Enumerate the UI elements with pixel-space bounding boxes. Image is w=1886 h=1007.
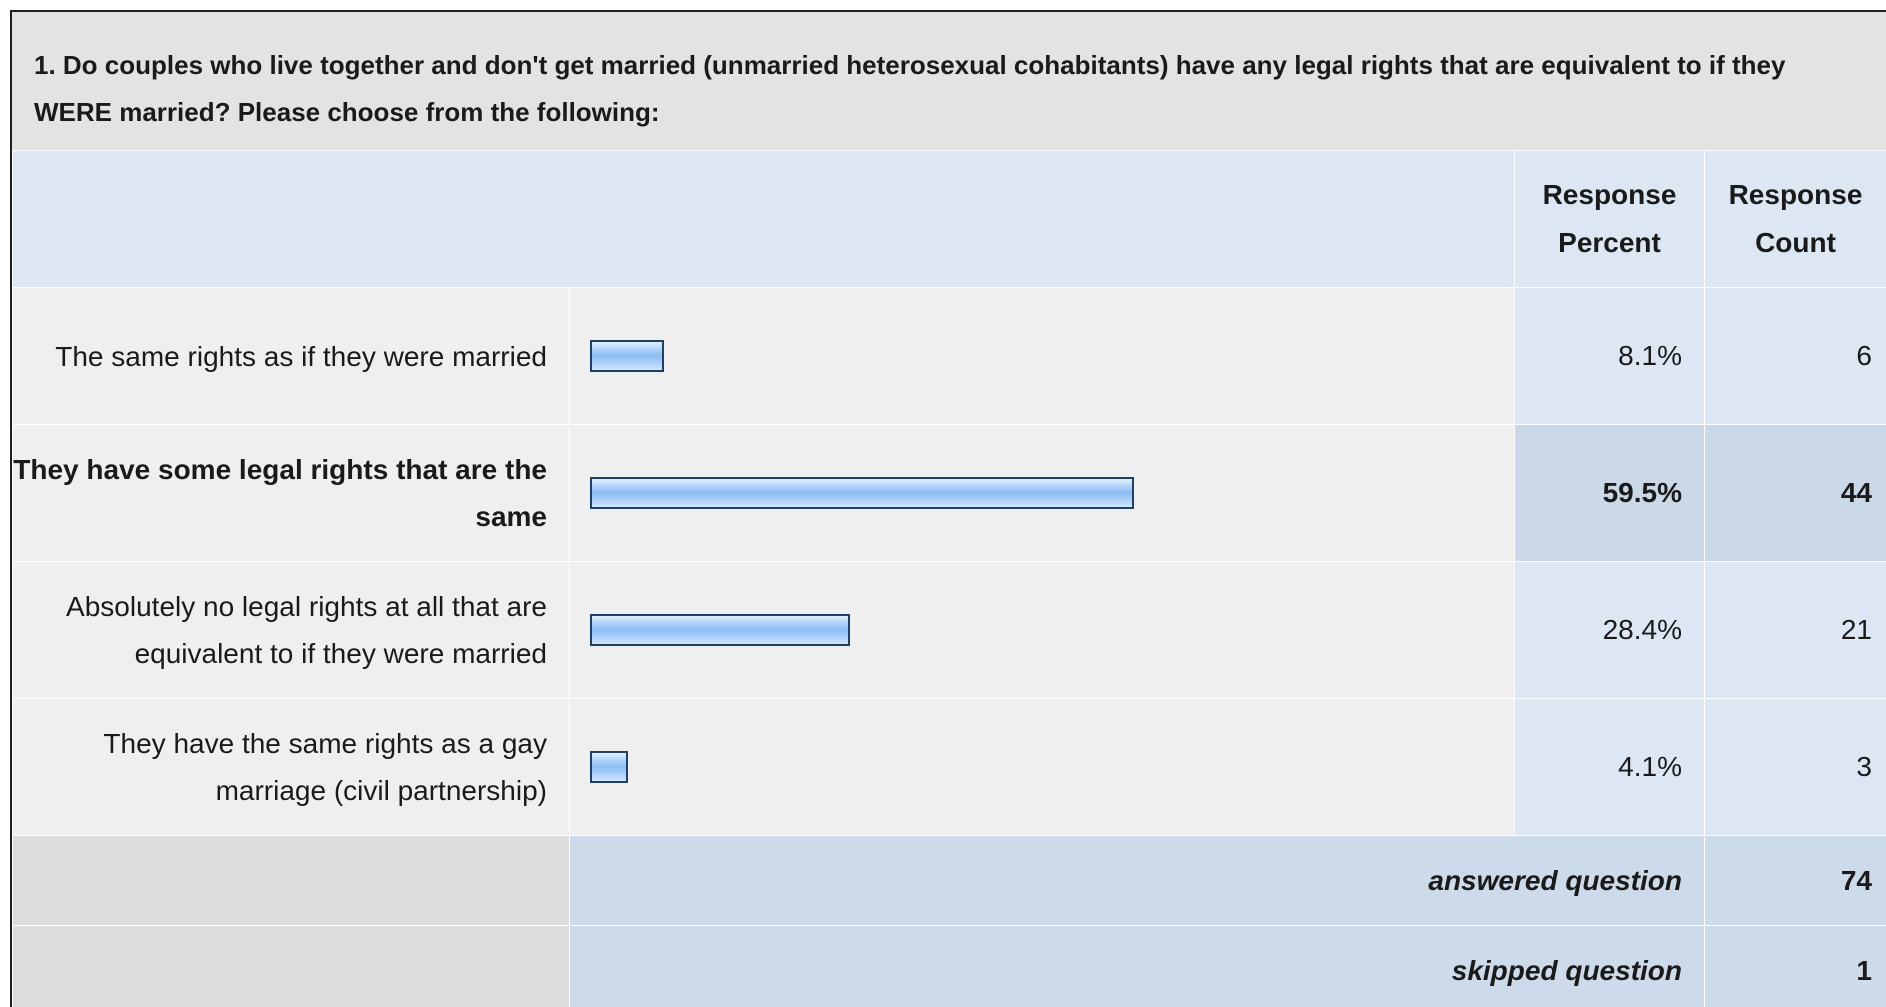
percent-bar xyxy=(590,477,1134,509)
answer-row-civil-partnership: They have the same rights as a gay marri… xyxy=(12,698,1886,836)
answer-row-some-rights: They have some legal rights that are the… xyxy=(12,424,1886,562)
skipped-question-value: 1 xyxy=(1704,925,1886,1007)
answered-question-row: answered question 74 xyxy=(12,835,1886,926)
answer-label: They have some legal rights that are the… xyxy=(12,424,570,562)
answer-row-same-rights: The same rights as if they were married … xyxy=(12,287,1886,425)
answer-label: The same rights as if they were married xyxy=(12,287,570,425)
skipped-question-label: skipped question xyxy=(569,925,1705,1007)
percent-bar xyxy=(590,340,664,372)
answered-question-value: 74 xyxy=(1704,835,1886,926)
response-count-value: 6 xyxy=(1704,287,1886,425)
percent-bar xyxy=(590,751,628,783)
results-table: Response Percent Response Count The same… xyxy=(12,150,1886,1007)
response-count-header: Response Count xyxy=(1704,150,1886,288)
results-header-row: Response Percent Response Count xyxy=(12,150,1886,288)
answer-row-no-rights: Absolutely no legal rights at all that a… xyxy=(12,561,1886,699)
answer-bar-cell xyxy=(569,424,1515,562)
response-percent-value: 8.1% xyxy=(1514,287,1705,425)
answer-bar-cell xyxy=(569,698,1515,836)
answer-bar-cell xyxy=(569,287,1515,425)
answer-label: Absolutely no legal rights at all that a… xyxy=(12,561,570,699)
summary-empty-cell xyxy=(12,835,570,926)
response-percent-value: 4.1% xyxy=(1514,698,1705,836)
survey-results-panel: 1. Do couples who live together and don'… xyxy=(10,10,1886,1007)
response-count-value: 3 xyxy=(1704,698,1886,836)
percent-bar xyxy=(590,614,850,646)
response-count-value: 44 xyxy=(1704,424,1886,562)
answered-question-label: answered question xyxy=(569,835,1705,926)
answer-bar-cell xyxy=(569,561,1515,699)
answer-label: They have the same rights as a gay marri… xyxy=(12,698,570,836)
response-count-value: 21 xyxy=(1704,561,1886,699)
response-percent-value: 59.5% xyxy=(1514,424,1705,562)
skipped-question-row: skipped question 1 xyxy=(12,925,1886,1007)
response-percent-header: Response Percent xyxy=(1514,150,1705,288)
summary-empty-cell xyxy=(12,925,570,1007)
question-text: 1. Do couples who live together and don'… xyxy=(12,12,1886,150)
response-percent-value: 28.4% xyxy=(1514,561,1705,699)
header-empty-cell xyxy=(12,150,1515,288)
